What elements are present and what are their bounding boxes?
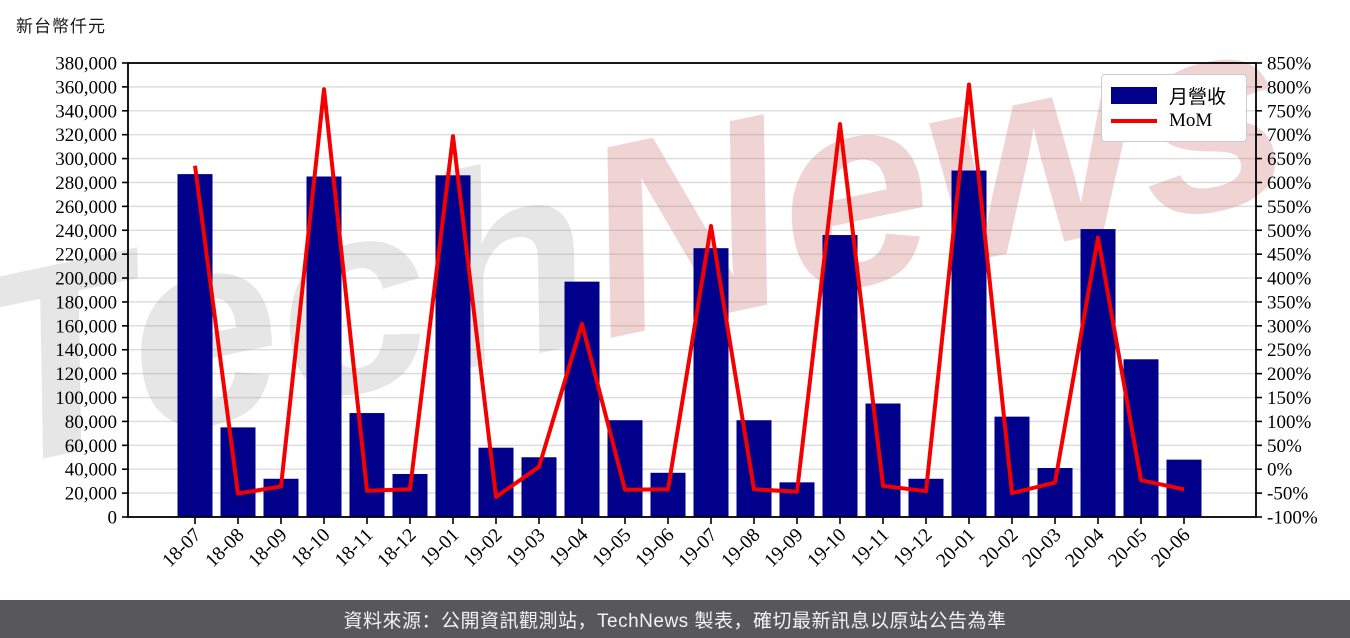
right-axis-tick-label: 450% (1267, 245, 1312, 266)
right-axis-tick-label: 250% (1267, 340, 1312, 361)
footer-bar: 資料來源：公開資訊觀測站，TechNews 製表，確切最新訊息以原站公告為準 (0, 600, 1350, 638)
revenue-bar-18-07 (177, 174, 213, 517)
left-axis-tick-label: 120,000 (55, 364, 117, 385)
revenue-bar-19-05 (607, 420, 643, 517)
x-axis-tick-label: 18-08 (202, 525, 249, 572)
left-axis-tick-label: 220,000 (55, 245, 117, 266)
right-axis-tick-label: 300% (1267, 316, 1312, 337)
x-axis-tick-label: 20-02 (976, 525, 1023, 572)
right-axis-tick-label: 600% (1267, 173, 1312, 194)
left-axis-tick-label: 100,000 (55, 388, 117, 409)
revenue-swatch-icon (1111, 86, 1157, 104)
revenue-bar-18-11 (349, 413, 385, 517)
x-axis-tick-label: 18-09 (245, 525, 292, 572)
revenue-bar-18-10 (306, 176, 342, 517)
revenue-bar-18-08 (220, 427, 256, 517)
left-axis-tick-label: 340,000 (55, 101, 117, 122)
left-axis-tick-label: 200,000 (55, 269, 117, 290)
axis-unit-label: 新台幣仟元 (16, 17, 106, 36)
left-axis-tick-label: 380,000 (55, 54, 117, 75)
mom-swatch-icon (1111, 119, 1157, 123)
revenue-bar-20-01 (951, 170, 987, 518)
right-axis-tick-label: -50% (1267, 484, 1308, 505)
x-axis-tick-label: 19-03 (503, 525, 550, 572)
right-axis-tick-label: 350% (1267, 292, 1312, 313)
x-axis-tick-label: 20-04 (1062, 525, 1109, 572)
legend-row-revenue: 月營收 (1111, 82, 1236, 108)
left-axis-tick-label: 140,000 (55, 340, 117, 361)
footer-source-text: 資料來源：公開資訊觀測站，TechNews 製表，確切最新訊息以原站公告為準 (343, 610, 1007, 632)
x-axis-tick-label: 19-07 (675, 525, 722, 572)
x-axis-tick-label: 18-12 (374, 525, 421, 572)
right-axis-tick-label: 400% (1267, 269, 1312, 290)
x-axis-tick-label: 18-11 (331, 525, 378, 572)
axis-ticks (122, 62, 1262, 524)
revenue-bar-19-10 (822, 235, 858, 517)
right-axis-tick-label: 50% (1267, 436, 1302, 457)
revenue-bar-19-04 (564, 281, 600, 517)
legend-row-mom: MoM (1111, 108, 1236, 134)
right-axis-tick-label: 650% (1267, 149, 1312, 170)
left-axis-tick-label: 0 (108, 508, 118, 529)
x-axis-tick-label: 20-05 (1105, 525, 1152, 572)
x-axis-tick-label: 19-11 (847, 525, 894, 572)
left-axis-tick-label: 20,000 (65, 484, 117, 505)
x-axis-tick-label: 19-06 (632, 525, 679, 572)
left-axis-tick-label: 360,000 (55, 77, 117, 98)
x-axis-tick-label: 20-06 (1148, 525, 1195, 572)
right-axis-tick-label: 500% (1267, 221, 1312, 242)
x-axis-tick-label: 19-12 (890, 525, 937, 572)
revenue-chart: TechNews020,00040,00060,00080,000100,000… (0, 0, 1318, 572)
legend-revenue-label: 月營收 (1169, 86, 1227, 108)
plot-border (127, 62, 1257, 518)
mom-line (193, 82, 1185, 499)
x-axis-tick-label: 18-10 (288, 525, 335, 572)
right-axis-tick-label: 550% (1267, 197, 1312, 218)
right-axis-tick-label: 150% (1267, 388, 1312, 409)
mom-line-group (193, 82, 1185, 499)
x-axis-tick-label: 20-03 (1019, 525, 1066, 572)
x-axis-tick-label: 20-01 (933, 525, 980, 572)
left-axis-tick-label: 40,000 (65, 460, 117, 481)
x-axis-tick-label: 19-10 (804, 525, 851, 572)
left-axis-tick-label: 280,000 (55, 173, 117, 194)
x-axis-tick-label: 19-01 (417, 525, 464, 572)
left-axis-tick-label: 240,000 (55, 221, 117, 242)
left-axis-tick-label: 180,000 (55, 292, 117, 313)
legend-mom-label: MoM (1169, 110, 1213, 131)
right-axis-tick-label: 700% (1267, 125, 1312, 146)
x-axis-tick-label: 19-04 (546, 525, 593, 572)
right-axis-tick-label: 100% (1267, 412, 1312, 433)
legend: 月營收 MoM (1101, 74, 1247, 142)
revenue-bar-19-08 (736, 420, 772, 517)
left-axis-tick-label: 60,000 (65, 436, 117, 457)
left-axis-tick-label: 160,000 (55, 316, 117, 337)
right-axis-tick-label: 0% (1267, 460, 1293, 481)
revenue-bar-19-07 (693, 248, 729, 517)
right-axis-tick-label: 750% (1267, 101, 1312, 122)
right-axis-tick-label: -100% (1267, 508, 1318, 529)
left-axis-tick-label: 320,000 (55, 125, 117, 146)
right-axis-tick-label: 200% (1267, 364, 1312, 385)
right-axis-tick-label: 850% (1267, 54, 1312, 75)
revenue-bar-20-04 (1080, 229, 1116, 517)
x-axis-tick-label: 19-02 (460, 525, 507, 572)
x-axis-tick-label: 19-05 (589, 525, 636, 572)
revenue-bar-20-02 (994, 416, 1030, 517)
left-axis-tick-label: 80,000 (65, 412, 117, 433)
left-axis-tick-label: 260,000 (55, 197, 117, 218)
right-axis-tick-label: 800% (1267, 77, 1312, 98)
revenue-bar-19-11 (865, 403, 901, 517)
x-axis-tick-label: 19-08 (718, 525, 765, 572)
left-axis-tick-label: 300,000 (55, 149, 117, 170)
x-axis-tick-label: 19-09 (761, 525, 808, 572)
revenue-bar-20-05 (1123, 359, 1159, 517)
x-axis-tick-label: 18-07 (159, 525, 206, 572)
